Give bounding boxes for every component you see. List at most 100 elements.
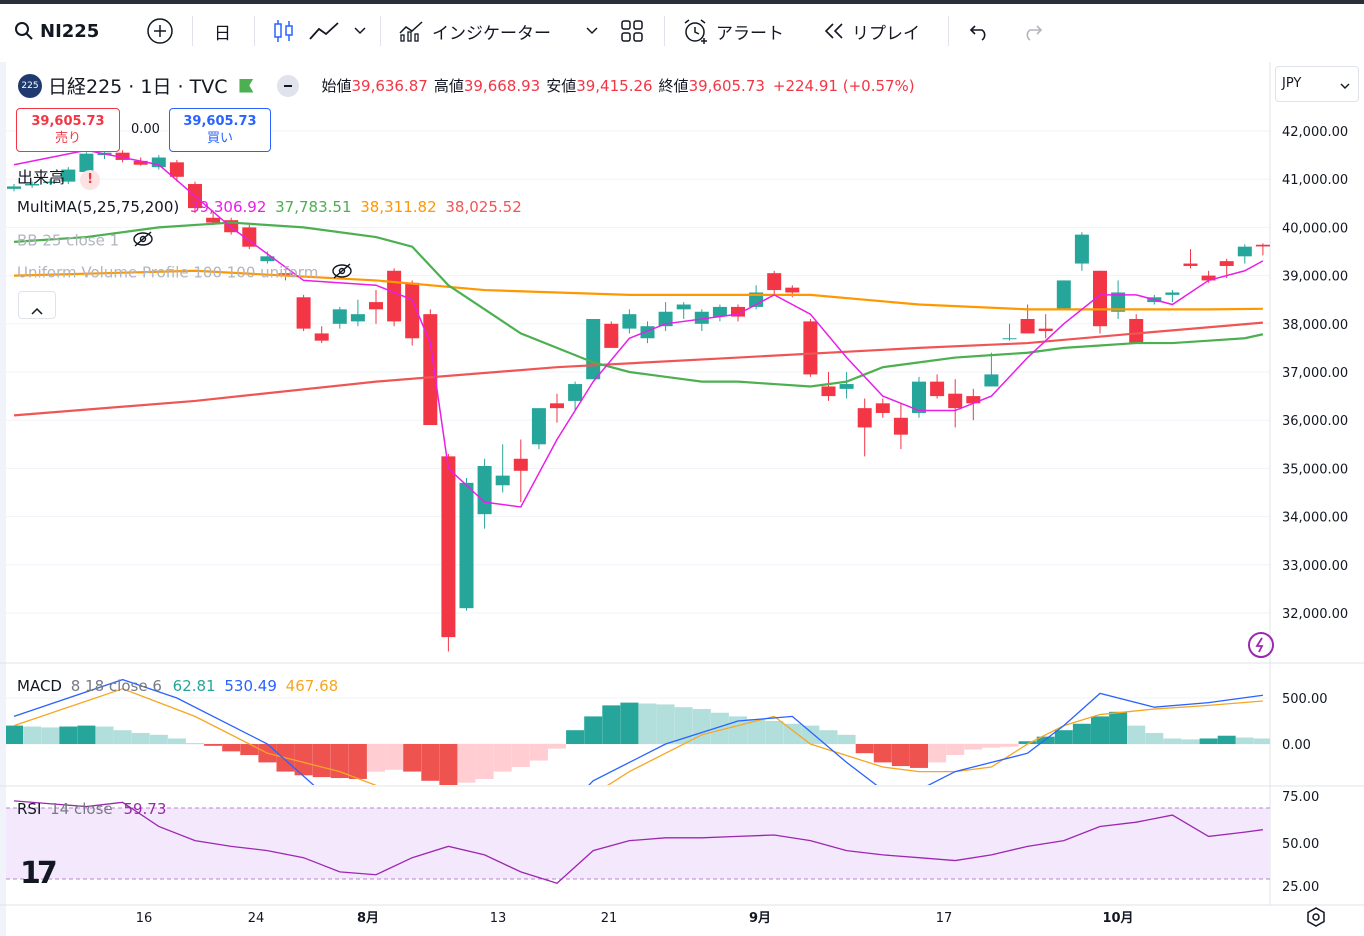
- macd-histogram-bar: [348, 744, 367, 779]
- symbol-search-button[interactable]: NI225: [14, 14, 99, 48]
- warning-icon[interactable]: !: [80, 170, 101, 190]
- macd-histogram-bar: [113, 730, 132, 744]
- macd-histogram-bar: [855, 744, 874, 754]
- macd-params: 8 18 close 6: [70, 677, 162, 695]
- indicators-dropdown[interactable]: [586, 14, 598, 48]
- ma25-value: 37,783.51: [275, 198, 352, 216]
- macd-histogram-bar: [602, 705, 621, 744]
- macd-histogram-bar: [529, 744, 548, 761]
- price-tick-label: 42,000.00: [1282, 125, 1348, 140]
- candles-chart-type-button[interactable]: [272, 14, 296, 48]
- macd-histogram-bar: [330, 744, 349, 779]
- search-icon: [14, 21, 34, 41]
- candle-body: [1038, 328, 1053, 332]
- candle-body: [405, 282, 420, 339]
- rsi-line: [13, 800, 1263, 884]
- settings-hexagon-icon[interactable]: [1304, 905, 1328, 933]
- compare-symbol-button[interactable]: [146, 14, 174, 48]
- candle-body: [694, 311, 709, 324]
- candle-body: [731, 306, 745, 317]
- candle-body: [586, 318, 601, 380]
- undo-button[interactable]: [968, 14, 992, 48]
- macd-histogram-bar: [801, 725, 820, 744]
- candle-body: [857, 408, 872, 428]
- time-tick-label: 10月: [1102, 911, 1133, 926]
- separator: [254, 16, 255, 46]
- price-tick-label: 37,000.00: [1282, 366, 1348, 381]
- candle-body: [1111, 292, 1126, 312]
- macd-histogram-bar: [891, 744, 910, 767]
- macd-histogram-bar: [747, 719, 766, 744]
- candle-body: [387, 270, 402, 322]
- rsi-tick-label: 50.00: [1282, 837, 1319, 852]
- price-tick-label: 34,000.00: [1282, 511, 1348, 526]
- redo-button[interactable]: [1020, 14, 1044, 48]
- candle-body: [568, 384, 583, 401]
- macd-histogram-bar: [511, 744, 530, 767]
- separator: [380, 16, 381, 46]
- macd-histogram-bar: [385, 744, 404, 770]
- price-tick-label: 39,000.00: [1282, 270, 1348, 285]
- macd-histogram-bar: [765, 721, 784, 744]
- macd-histogram-bar: [566, 730, 585, 744]
- line-chart-type-button[interactable]: [308, 14, 340, 48]
- grid-icon: [620, 19, 644, 43]
- collapse-button[interactable]: [277, 74, 300, 97]
- macd-histogram-bar: [620, 702, 639, 744]
- macd-histogram-bar: [1253, 738, 1270, 744]
- candle-body: [332, 309, 347, 324]
- time-tick-label: 8月: [357, 911, 379, 926]
- price-tick-label: 38,000.00: [1282, 318, 1348, 333]
- macd-histogram-bar: [149, 734, 168, 744]
- macd-histogram-bar: [692, 709, 711, 744]
- candle-body: [296, 297, 311, 329]
- open-label: 始値: [321, 77, 352, 95]
- separator: [192, 16, 193, 46]
- series-title: 日経225 · 1日 · TVC: [48, 76, 228, 98]
- macd-histogram-bar: [1145, 732, 1164, 744]
- low-value: 39,415.26: [576, 76, 653, 95]
- left-gutter: [0, 62, 6, 936]
- macd-signal-value: 467.68: [285, 677, 339, 695]
- macd-histogram-bar: [873, 744, 892, 763]
- ma75-value: 38,311.82: [360, 198, 437, 216]
- chart-type-dropdown[interactable]: [354, 14, 366, 48]
- candles-icon: [272, 18, 296, 44]
- market-open-flag-icon: [239, 78, 254, 93]
- candle-body: [930, 381, 945, 397]
- ma25-line: [13, 221, 1264, 388]
- candle-body: [260, 256, 275, 262]
- tradingview-logo[interactable]: 17: [20, 856, 58, 891]
- alert-button[interactable]: アラート: [682, 14, 784, 48]
- sell-label: 売り: [54, 131, 81, 146]
- candle-body: [423, 314, 438, 426]
- currency-label: JPY: [1282, 76, 1302, 91]
- templates-button[interactable]: [620, 14, 644, 48]
- macd-histogram-bar: [1018, 741, 1037, 744]
- hidden-eye-icon[interactable]: [132, 231, 154, 251]
- macd-histogram-bar: [1163, 738, 1182, 744]
- candle-body: [1002, 338, 1017, 340]
- candle-body: [875, 403, 890, 413]
- rsi-params: 14 close: [50, 800, 113, 818]
- price-tick-label: 32,000.00: [1282, 607, 1348, 622]
- candle-body: [133, 160, 148, 165]
- indicators-button[interactable]: インジケーター: [398, 14, 551, 48]
- close-label: 終値: [658, 77, 689, 95]
- hidden-eye-icon[interactable]: [331, 263, 353, 283]
- interval-button[interactable]: 日: [214, 14, 231, 48]
- candle-body: [1020, 318, 1035, 334]
- collapse-legend-button[interactable]: [18, 291, 56, 319]
- replay-button[interactable]: リプレイ: [822, 14, 920, 48]
- candle-body: [912, 381, 926, 413]
- sell-button[interactable]: 39,605.73 売り: [16, 108, 120, 152]
- currency-select[interactable]: JPY: [1275, 66, 1359, 102]
- plus-circle-icon: [146, 17, 174, 45]
- lightning-icon[interactable]: [1248, 632, 1274, 658]
- buy-button[interactable]: 39,605.73 買い: [169, 108, 271, 152]
- high-label: 高値: [433, 77, 464, 95]
- macd-histogram-bar: [837, 734, 856, 744]
- macd-hist-value: 62.81: [172, 677, 216, 695]
- candle-body: [350, 314, 365, 322]
